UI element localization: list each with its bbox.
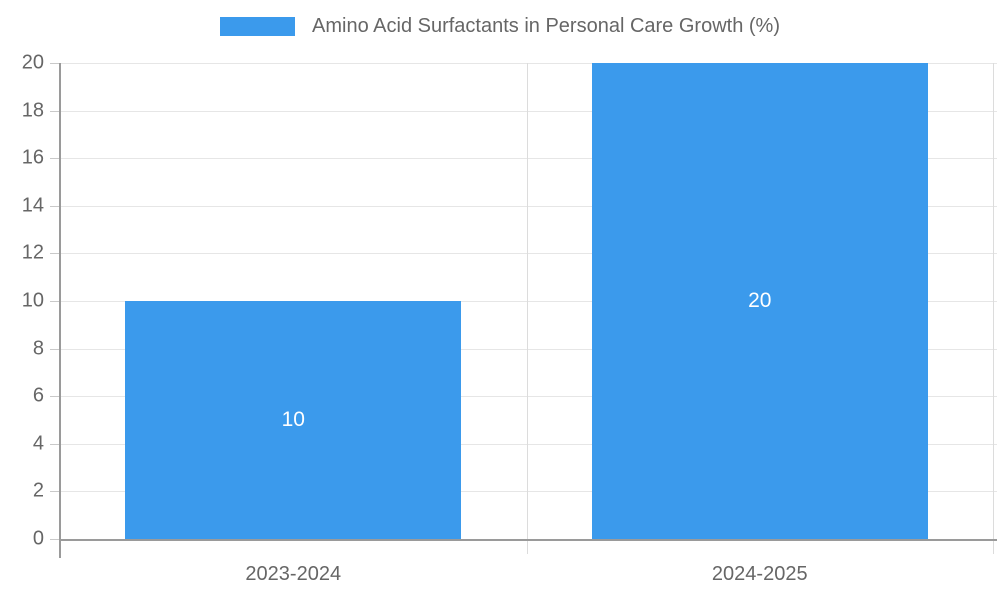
x-category-label: 2024-2025 (711, 563, 808, 585)
y-tick-label: 20 (21, 51, 44, 74)
y-tick-label: 4 (32, 432, 44, 455)
x-axis-line (59, 539, 997, 541)
category-boundary-line (993, 63, 994, 554)
legend-label: Amino Acid Surfactants in Personal Care … (312, 15, 780, 37)
y-tick-mark (50, 444, 60, 445)
gridline (60, 158, 997, 159)
gridline (60, 253, 997, 254)
legend-item[interactable]: Amino Acid Surfactants in Personal Care … (220, 14, 780, 38)
gridline (60, 491, 997, 492)
y-tick-mark (50, 253, 60, 254)
bar-value-label: 20 (748, 289, 772, 312)
y-tick-label: 8 (32, 337, 44, 360)
y-tick-mark (50, 349, 60, 350)
chart-legend: Amino Acid Surfactants in Personal Care … (0, 14, 1000, 38)
y-tick-mark (50, 63, 60, 64)
gridline (60, 111, 997, 112)
y-tick-mark (50, 206, 60, 207)
y-tick-label: 14 (21, 194, 44, 217)
y-tick-mark (50, 111, 60, 112)
gridline (60, 396, 997, 397)
gridline (60, 301, 997, 302)
y-tick-mark (50, 158, 60, 159)
gridline (60, 444, 997, 445)
bar-value-label: 10 (281, 408, 305, 431)
y-tick-mark (50, 301, 60, 302)
gridline (60, 63, 997, 64)
legend-swatch-icon (220, 16, 296, 36)
x-category-label: 2023-2024 (245, 563, 342, 585)
y-tick-mark (50, 539, 60, 540)
bar-2024-2025[interactable] (591, 63, 928, 539)
category-boundary-line (527, 63, 528, 554)
bar-2023-2024[interactable] (125, 301, 462, 539)
y-tick-mark (50, 491, 60, 492)
gridline (60, 349, 997, 350)
y-tick-mark (50, 396, 60, 397)
y-tick-label: 6 (32, 384, 44, 407)
y-tick-label: 16 (21, 146, 44, 169)
y-tick-label: 2 (32, 479, 44, 502)
gridline (60, 206, 997, 207)
y-tick-label: 0 (32, 527, 44, 550)
y-tick-label: 10 (21, 289, 44, 312)
y-tick-label: 12 (21, 241, 44, 264)
y-tick-label: 18 (21, 99, 44, 122)
y-axis-line (59, 63, 61, 558)
